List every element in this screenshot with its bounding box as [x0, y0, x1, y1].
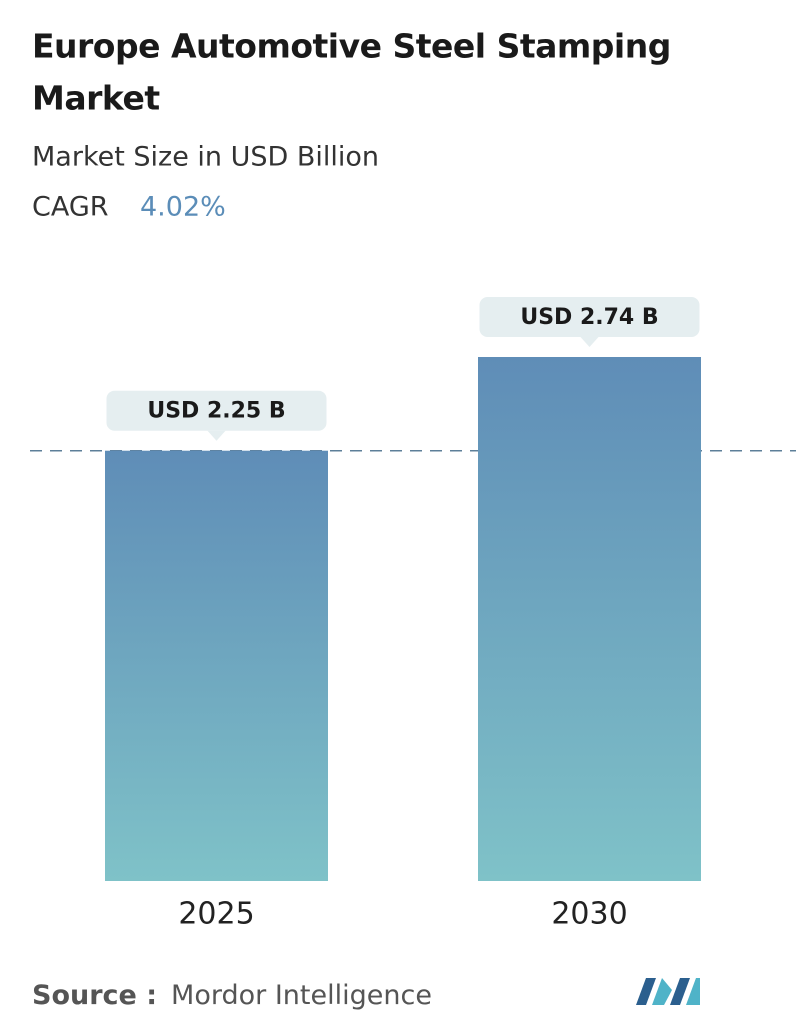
source-label: Source : [32, 980, 157, 1011]
cagr-label: CAGR [32, 192, 109, 223]
value-label: USD 2.25 B [147, 399, 285, 424]
bar [478, 357, 701, 881]
source-name: Mordor Intelligence [171, 980, 432, 1011]
chart-title: Europe Automotive Steel Stamping [32, 27, 671, 66]
chart-title: Market [32, 79, 160, 118]
value-label-box [479, 297, 700, 337]
source: Source : Mordor Intelligence [32, 980, 432, 1011]
value-label: USD 2.74 B [520, 305, 658, 330]
subtitle: Market Size in USD Billion [32, 142, 379, 173]
value-label-pointer [580, 337, 599, 347]
x-tick-label: 2030 [551, 897, 627, 932]
x-tick-label: 2025 [178, 897, 254, 932]
logo [636, 978, 700, 1005]
bar [105, 450, 328, 881]
cagr-value: 4.02% [140, 192, 226, 223]
value-label-pointer [207, 430, 226, 441]
value-label-box [106, 390, 327, 431]
